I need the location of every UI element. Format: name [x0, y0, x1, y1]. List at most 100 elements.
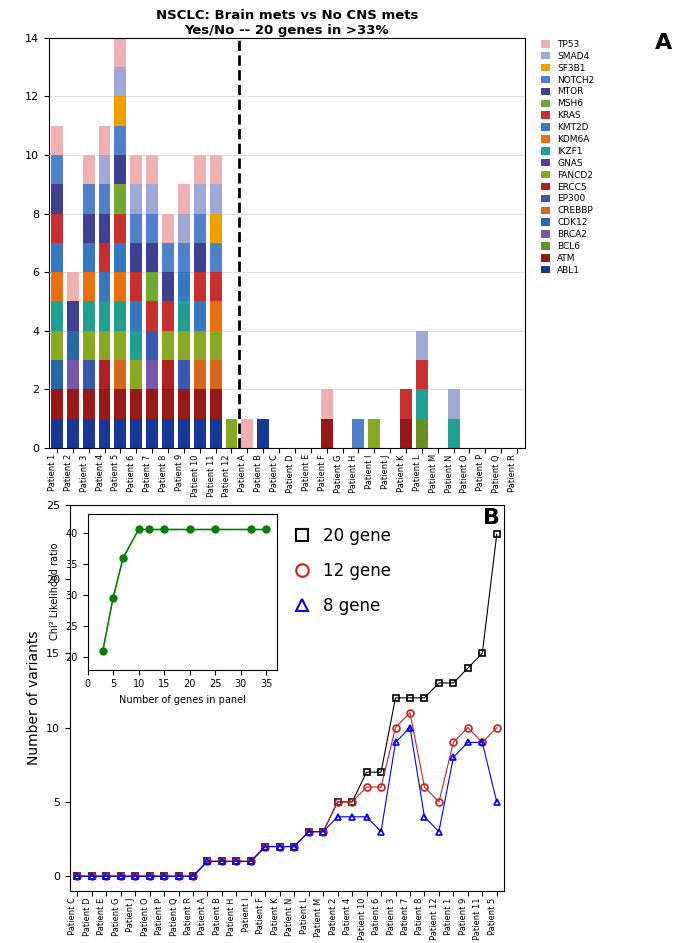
- Bar: [130, 360, 142, 389]
- Bar: [178, 419, 190, 448]
- Bar: [67, 419, 79, 448]
- Bar: [51, 213, 63, 242]
- Bar: [146, 360, 158, 389]
- Bar: [162, 302, 174, 331]
- Bar: [321, 389, 332, 419]
- Bar: [83, 331, 94, 360]
- Bar: [225, 419, 237, 448]
- Bar: [115, 96, 127, 125]
- Bar: [400, 419, 412, 448]
- Bar: [178, 184, 190, 213]
- Bar: [115, 125, 127, 155]
- Bar: [83, 302, 94, 331]
- Bar: [99, 419, 111, 448]
- Bar: [210, 419, 221, 448]
- Bar: [115, 155, 127, 184]
- Bar: [194, 302, 206, 331]
- Bar: [210, 360, 221, 389]
- Bar: [51, 302, 63, 331]
- Bar: [115, 273, 127, 302]
- Bar: [194, 155, 206, 184]
- Bar: [146, 302, 158, 331]
- Bar: [416, 360, 428, 389]
- Bar: [115, 331, 127, 360]
- Bar: [130, 331, 142, 360]
- Bar: [130, 155, 142, 184]
- Bar: [83, 155, 94, 184]
- Bar: [130, 242, 142, 273]
- Bar: [194, 273, 206, 302]
- Bar: [194, 389, 206, 419]
- Bar: [83, 184, 94, 213]
- Bar: [162, 273, 174, 302]
- Bar: [130, 419, 142, 448]
- Y-axis label: Number of variants: Number of variants: [27, 631, 41, 765]
- Bar: [130, 213, 142, 242]
- Bar: [115, 242, 127, 273]
- Text: A: A: [654, 33, 672, 53]
- Bar: [67, 389, 79, 419]
- Bar: [146, 213, 158, 242]
- Bar: [178, 213, 190, 242]
- Bar: [146, 273, 158, 302]
- Bar: [83, 419, 94, 448]
- Bar: [130, 302, 142, 331]
- Bar: [130, 273, 142, 302]
- Bar: [210, 184, 221, 213]
- Bar: [99, 125, 111, 155]
- Bar: [194, 184, 206, 213]
- Bar: [115, 302, 127, 331]
- Bar: [51, 389, 63, 419]
- Bar: [352, 419, 364, 448]
- Bar: [146, 242, 158, 273]
- Bar: [67, 331, 79, 360]
- Bar: [368, 419, 380, 448]
- Bar: [51, 273, 63, 302]
- Text: B: B: [483, 508, 500, 528]
- Bar: [162, 331, 174, 360]
- Bar: [115, 67, 127, 96]
- Bar: [162, 213, 174, 242]
- Bar: [178, 331, 190, 360]
- Bar: [83, 213, 94, 242]
- Bar: [146, 419, 158, 448]
- Bar: [67, 360, 79, 389]
- Bar: [210, 273, 221, 302]
- Title: NSCLC: Brain mets vs No CNS mets
Yes/No -- 20 genes in >33%: NSCLC: Brain mets vs No CNS mets Yes/No …: [156, 8, 418, 37]
- Bar: [83, 360, 94, 389]
- Bar: [162, 419, 174, 448]
- Bar: [194, 419, 206, 448]
- Bar: [146, 331, 158, 360]
- Bar: [99, 242, 111, 273]
- Bar: [146, 389, 158, 419]
- Y-axis label: Chi² Likelihood ratio: Chi² Likelihood ratio: [50, 543, 60, 640]
- Bar: [321, 419, 332, 448]
- Bar: [210, 302, 221, 331]
- Legend: TP53, SMAD4, SF3B1, NOTCH2, MTOR, MSH6, KRAS, KMT2D, KDM6A, IKZF1, GNAS, FANCD2,: TP53, SMAD4, SF3B1, NOTCH2, MTOR, MSH6, …: [539, 38, 596, 276]
- Bar: [162, 242, 174, 273]
- Bar: [115, 360, 127, 389]
- Bar: [51, 360, 63, 389]
- Bar: [178, 273, 190, 302]
- Bar: [416, 389, 428, 419]
- Bar: [416, 419, 428, 448]
- Bar: [416, 331, 428, 360]
- Bar: [210, 389, 221, 419]
- Bar: [130, 389, 142, 419]
- Bar: [130, 184, 142, 213]
- Bar: [83, 273, 94, 302]
- Bar: [51, 184, 63, 213]
- Bar: [194, 360, 206, 389]
- Bar: [99, 389, 111, 419]
- Bar: [67, 273, 79, 302]
- Bar: [400, 389, 412, 419]
- Bar: [178, 360, 190, 389]
- Bar: [83, 389, 94, 419]
- Bar: [99, 155, 111, 184]
- Bar: [210, 213, 221, 242]
- Bar: [115, 38, 127, 67]
- Bar: [241, 419, 253, 448]
- Bar: [83, 242, 94, 273]
- Bar: [178, 242, 190, 273]
- Bar: [194, 242, 206, 273]
